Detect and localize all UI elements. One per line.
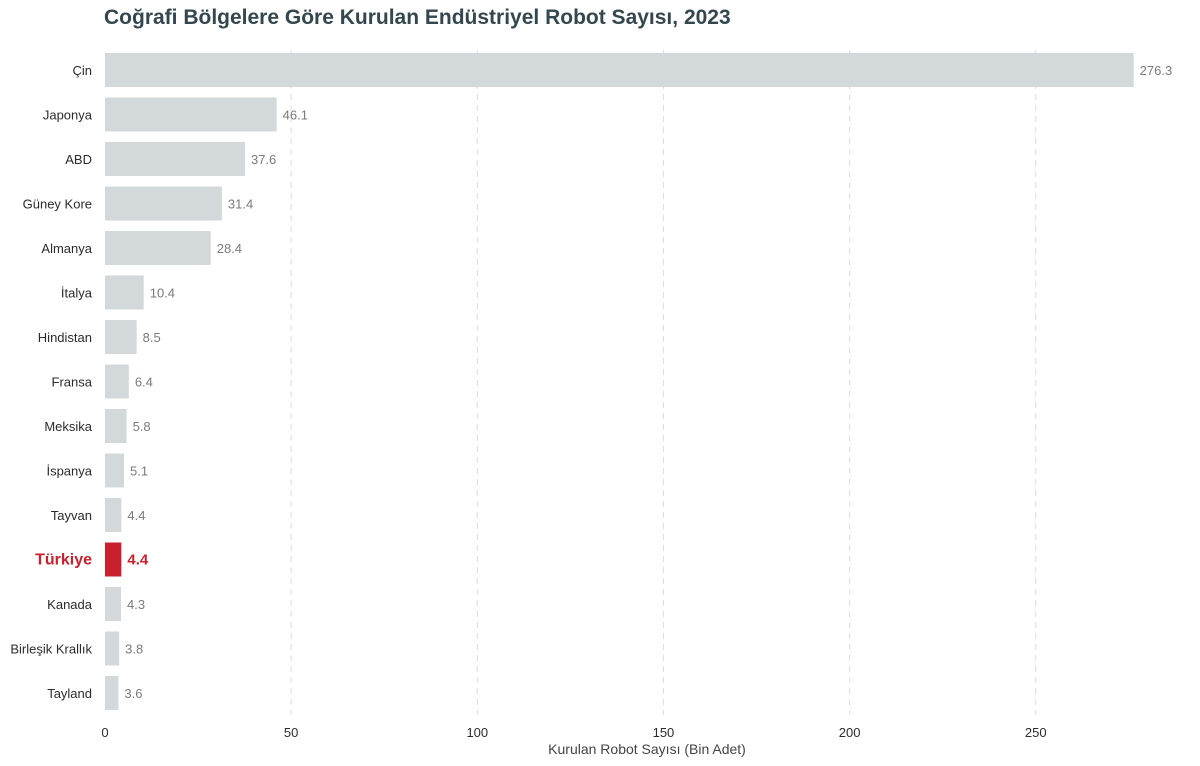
x-tick-label: 200 [839, 725, 861, 740]
bar-5 [105, 275, 144, 310]
category-label: Meksika [44, 419, 92, 434]
bar-13 [105, 631, 120, 666]
value-label: 5.8 [133, 419, 151, 434]
value-label: 31.4 [228, 197, 253, 212]
x-tick-label: 150 [653, 725, 675, 740]
bar-3 [105, 186, 222, 221]
value-label: 6.4 [135, 375, 153, 390]
bar-1 [105, 97, 277, 132]
value-label: 5.1 [130, 464, 148, 479]
category-label: Türkiye [35, 552, 92, 569]
category-label: Almanya [41, 241, 92, 256]
value-label: 46.1 [283, 108, 308, 123]
category-label: Çin [72, 63, 92, 78]
category-label: İtalya [61, 286, 93, 301]
chart-title: Coğrafi Bölgelere Göre Kurulan Endüstriy… [104, 6, 731, 29]
category-labels: Çin Japonya ABD Güney Kore Almanya İtalya Hind… [10, 63, 92, 701]
value-label: 37.6 [251, 152, 276, 167]
category-label: Güney Kore [23, 197, 92, 212]
bar-7 [105, 364, 129, 399]
bar-0 [105, 53, 1134, 87]
bar-11 [105, 542, 122, 577]
x-axis-title: Kurulan Robot Sayısı (Bin Adet) [548, 741, 746, 757]
value-label: 10.4 [150, 286, 175, 301]
value-label: 8.5 [143, 330, 161, 345]
value-label: 276.3 [1140, 63, 1173, 78]
x-tick-label: 0 [101, 725, 108, 740]
x-axis-ticks: 0 50 100 150 200 250 [101, 725, 1046, 740]
value-label: 28.4 [217, 241, 242, 256]
category-label: Tayland [47, 686, 92, 701]
bar-12 [105, 587, 122, 621]
x-tick-label: 50 [284, 725, 298, 740]
category-label: İspanya [46, 464, 92, 479]
grid-lines [290, 50, 1037, 715]
bar-14 [105, 676, 119, 710]
bar-2 [105, 142, 245, 176]
category-label: Hindistan [38, 330, 92, 345]
value-label: 3.8 [125, 642, 143, 657]
bar-9 [105, 453, 124, 488]
category-label: Fransa [52, 375, 93, 390]
value-label: 4.3 [127, 597, 145, 612]
bar-8 [105, 409, 127, 443]
x-tick-label: 100 [466, 725, 488, 740]
bar-4 [105, 231, 211, 265]
category-label: Japonya [43, 108, 93, 123]
category-label: Tayvan [51, 508, 92, 523]
category-label: Birleşik Krallık [10, 642, 92, 657]
category-label: Kanada [47, 597, 93, 612]
value-label: 3.6 [124, 686, 142, 701]
x-tick-label: 250 [1025, 725, 1047, 740]
category-label: ABD [65, 152, 92, 167]
bar-6 [105, 320, 137, 354]
value-label: 4.4 [127, 552, 149, 569]
bar-10 [105, 498, 122, 532]
bars [105, 53, 1134, 710]
value-labels: 276.3 46.1 37.6 31.4 28.4 10.4 8.5 6.4 5.8 5.1 4.4… [124, 63, 1172, 701]
value-label: 4.4 [127, 508, 145, 523]
